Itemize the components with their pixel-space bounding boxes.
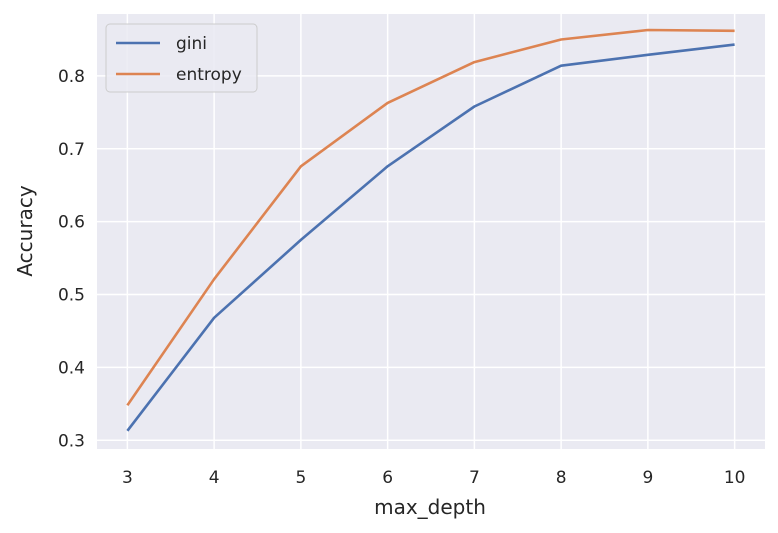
x-tick-label: 6 xyxy=(382,468,393,488)
x-tick-label: 10 xyxy=(724,468,746,488)
grid-lines xyxy=(97,14,765,449)
y-tick-label: 0.3 xyxy=(58,431,85,451)
legend-label-entropy: entropy xyxy=(176,65,242,85)
x-axis-label: max_depth xyxy=(374,495,486,519)
x-tick-labels: 3 4 5 6 7 8 9 10 xyxy=(122,468,746,488)
series-lines xyxy=(126,28,735,432)
y-tick-label: 0.7 xyxy=(58,140,85,160)
x-tick-label: 9 xyxy=(642,468,653,488)
y-tick-label: 0.5 xyxy=(58,286,85,306)
y-tick-labels: 0.3 0.4 0.5 0.6 0.7 0.8 xyxy=(58,67,85,451)
x-tick-label: 4 xyxy=(209,468,220,488)
legend: gini entropy xyxy=(105,23,258,93)
y-tick-label: 0.8 xyxy=(58,67,85,87)
y-axis-label: Accuracy xyxy=(13,185,37,276)
y-tick-label: 0.6 xyxy=(58,213,85,233)
x-tick-label: 5 xyxy=(295,468,306,488)
x-tick-label: 7 xyxy=(469,468,480,488)
series-line-gini xyxy=(126,43,735,432)
x-tick-label: 8 xyxy=(556,468,567,488)
y-tick-label: 0.4 xyxy=(58,358,85,378)
x-tick-label: 3 xyxy=(122,468,133,488)
legend-label-gini: gini xyxy=(176,34,207,54)
series-line-entropy xyxy=(126,28,735,407)
